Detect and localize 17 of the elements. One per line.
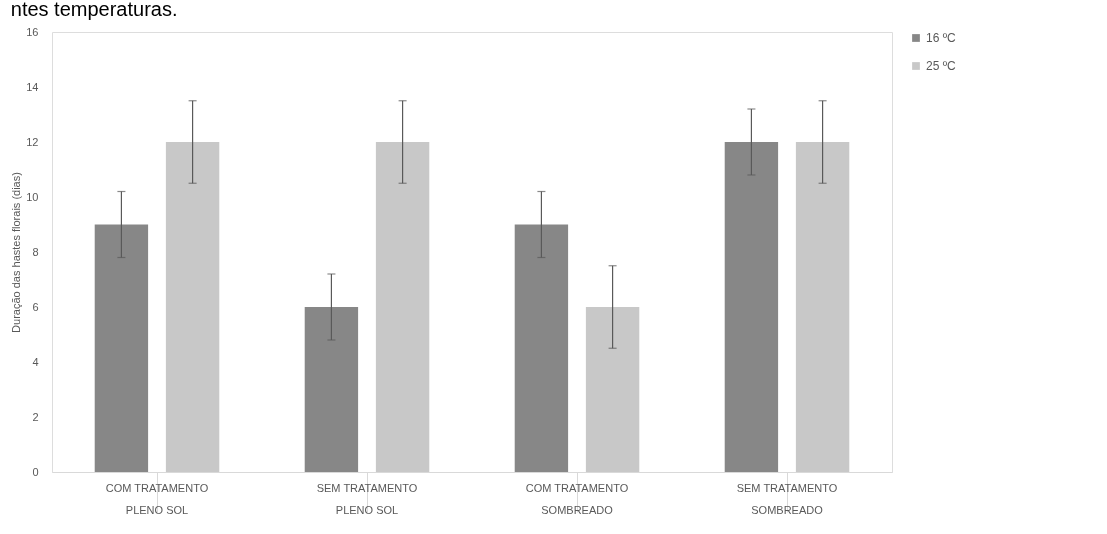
y-tick-label: 12	[26, 135, 39, 148]
x-tick-label: COM TRATAMENTO PLENO SOL	[105, 481, 209, 516]
y-tick-label: 6	[32, 300, 39, 313]
y-tick-label: 16	[26, 25, 39, 38]
y-tick-label: 2	[32, 410, 39, 423]
x-tick-label: COM TRATAMENTO SOMBREADO	[525, 481, 629, 516]
legend-label: 25 ºC	[926, 59, 957, 73]
y-tick-label: 4	[32, 355, 39, 368]
text: ntes temperaturas.	[10, 0, 178, 20]
y-tick-label: 8	[32, 245, 39, 258]
x-tick-label: SEM TRATAMENTO PLENO SOL	[316, 481, 418, 516]
y-axis-title: Duração das hastes florais (dias)	[10, 172, 23, 333]
y-tick-label: 10	[26, 190, 39, 203]
x-tick-label: SEM TRATAMENTO SOMBREADO	[736, 481, 838, 516]
y-tick-label: 14	[26, 80, 39, 93]
legend-label: 16 ºC	[926, 31, 957, 45]
y-tick-label: 0	[32, 465, 39, 478]
